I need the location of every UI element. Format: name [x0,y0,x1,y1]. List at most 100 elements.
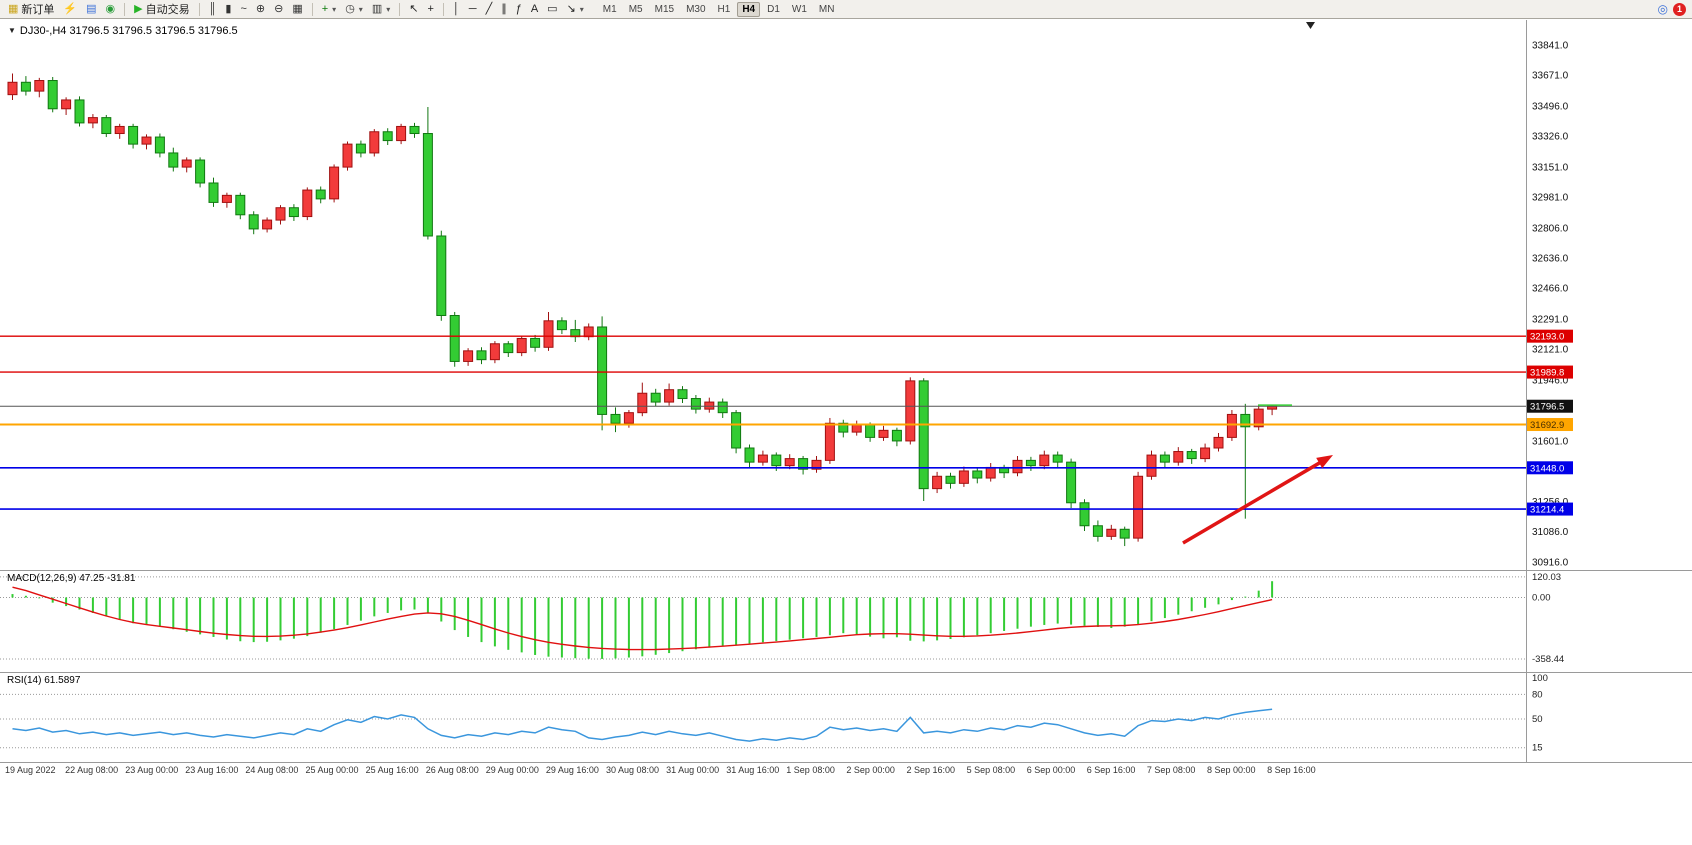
profiles-button[interactable]: ▤ [82,1,100,18]
candle-body [530,337,541,348]
time-axis-label: 19 Aug 2022 [5,765,56,775]
arrows-button[interactable]: ↘ ▾ [563,1,588,18]
candle-body [690,398,701,410]
candle-body [731,412,742,449]
candle-body [195,159,206,184]
tile-windows-button[interactable]: ▦ [288,1,306,18]
candle-body [302,189,313,218]
symbol-marker-icon[interactable]: ▼ [8,26,16,35]
candle-body [476,350,487,361]
candle-body [275,207,286,221]
dropdown-caret-icon: ▾ [332,4,337,14]
indicators-icon: + [321,2,329,15]
metaeditor-button[interactable]: ⚡ [59,1,81,18]
candle-body [369,131,380,154]
timeframe-h1-button[interactable]: H1 [717,3,731,15]
vertical-line-button[interactable]: │ [449,1,464,18]
candle-body [623,412,634,424]
horizontal-line-button[interactable]: ─ [465,1,481,18]
crosshair-button[interactable]: + [423,1,437,18]
candle-body [262,219,273,230]
auto-trading-button[interactable]: ▶ 自动交易 [130,1,193,18]
line-chart-type-button[interactable]: ~ [236,1,250,18]
candle-body [342,143,353,168]
dropdown-caret-icon: ▾ [386,4,391,14]
macd-signal-line [12,586,1273,651]
price-axis-label: 32636.0 [1532,253,1569,264]
toolbar-separator [442,2,444,16]
cursor-button[interactable]: ↖ [405,1,422,18]
candlestick-type-button[interactable]: ▮ [221,1,235,18]
fibonacci-button[interactable]: ƒ [512,1,526,18]
text-button[interactable]: A [527,1,542,18]
candle-body [1146,454,1157,477]
toolbar-separator [198,2,200,16]
trendline-icon: ╱ [485,2,493,15]
dropdown-caret-icon: ▾ [579,4,584,14]
zoom-in-button[interactable]: ⊕ [252,1,269,18]
indicators-button[interactable]: + ▾ [318,1,340,18]
symbol-label: ▼ DJ30-,H4 31796.5 31796.5 31796.5 31796.… [8,25,238,37]
macd-axis-label: 120.03 [1532,572,1561,583]
candle-body [677,389,688,400]
zoom-out-button[interactable]: ⊖ [270,1,287,18]
candle-body [784,458,795,467]
candle-body [958,470,969,484]
templates-button[interactable]: ▥ ▾ [368,1,394,18]
zoom-out-icon: ⊖ [274,2,284,15]
new-order-button[interactable]: ▦ 新订单 [4,1,58,18]
time-axis-label: 31 Aug 00:00 [666,765,719,775]
candle-body [1253,408,1264,428]
periods-icon: ◷ [345,2,355,15]
notification-badge[interactable]: 1 [1673,2,1686,16]
timeframe-mn-button[interactable]: MN [818,3,835,15]
candle-body [382,131,393,142]
time-axis-label: 25 Aug 16:00 [366,765,419,775]
label-button[interactable]: ▭ [543,1,561,18]
trendline-button[interactable]: ╱ [482,1,497,18]
timeframe-m30-button[interactable]: M30 [686,3,706,15]
horizontal-line-icon: ─ [468,2,477,15]
chart-plot-area[interactable] [0,20,1526,762]
auto-trading-button-label: 自动交易 [145,4,190,16]
time-axis-label: 6 Sep 16:00 [1087,765,1136,775]
candle-body [516,337,527,354]
candle-body [771,454,782,467]
candle-body [798,458,809,470]
timeframe-w1-button[interactable]: W1 [791,3,807,15]
timeframe-m1-button[interactable]: M1 [602,3,617,15]
timeframe-h4-button[interactable]: H4 [737,1,761,17]
resistance-line-lower-tag-label: 31989.8 [1530,368,1564,379]
candle-body [315,189,326,200]
candle-body [972,470,983,479]
candle-body [556,320,567,331]
bar-chart-type-button[interactable]: ║ [205,1,221,18]
channel-button[interactable]: ∥ [497,1,511,18]
price-axis-label: 32806.0 [1532,223,1569,234]
timeframe-d1-button[interactable]: D1 [767,3,780,15]
data-window-button[interactable]: ◉ [102,1,120,18]
candle-body [463,350,474,362]
toolbar: ▦ 新订单 ⚡ ▤ ◉ ▶ 自动交易 ║ ▮ ~ ⊕ ⊖ ▦ + ▾ ◷ ▾ ▥ ▾ ↖ + │ ─ ╱ ∥ ƒ A ▭ ↘ ▾ M1 M5… [0,0,1692,19]
periods-button[interactable]: ◷ ▾ [341,1,367,18]
search-icon[interactable]: ◎ [1657,2,1668,16]
time-axis-label: 8 Sep 00:00 [1207,765,1256,775]
rsi-axis-label: 100 [1532,673,1548,684]
current-price-line-tag-label: 31796.5 [1530,402,1564,413]
timeframe-m5-button[interactable]: M5 [628,3,643,15]
price-axis-label: 33151.0 [1532,162,1569,173]
trend-arrow[interactable] [1182,458,1326,545]
data-window-icon: ◉ [105,2,116,15]
candle-body [288,207,299,218]
candle-body [422,133,433,237]
candle-body [1012,459,1023,474]
candle-body [181,159,192,168]
candle-body [355,143,366,154]
timeframe-m15-button[interactable]: M15 [654,3,675,15]
candle-body [489,343,500,361]
price-axis-label: 32121.0 [1532,344,1569,355]
rsi-axis-label: 15 [1532,743,1543,754]
trend-arrow-head[interactable] [1316,455,1333,469]
